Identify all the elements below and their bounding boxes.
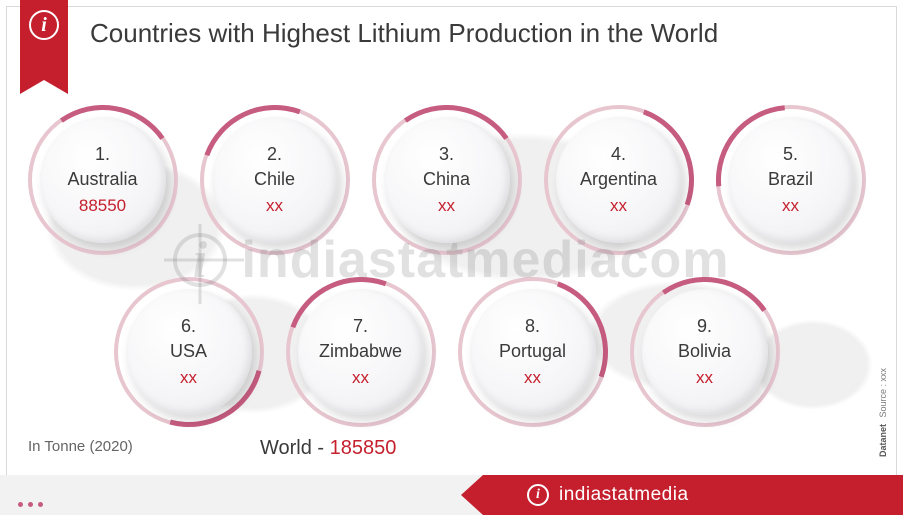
rank-label: 4. [611,144,626,165]
rank-label: 5. [783,144,798,165]
world-total: World - 185850 [260,437,396,460]
value-label: xx [696,368,713,388]
rank-label: 8. [525,316,540,337]
country-node: 3. China xx [372,105,522,255]
rank-label: 7. [353,316,368,337]
value-label: xx [266,196,283,216]
country-label: Argentina [580,169,657,190]
country-node: 5. Brazil xx [716,105,866,255]
source-side: Source : xxx Datanet [877,368,889,457]
country-label: USA [170,341,207,362]
rank-label: 2. [267,144,282,165]
unit-note: In Tonne (2020) [28,438,133,455]
country-node: 6. USA xx [114,277,264,427]
country-label: Chile [254,169,295,190]
rank-label: 9. [697,316,712,337]
value-label: xx [524,368,541,388]
country-label: Australia [67,169,137,190]
brand-info-icon: i [527,484,549,506]
country-label: Portugal [499,341,566,362]
country-node: 1. Australia 88550 [28,105,178,255]
value-label: xx [782,196,799,216]
footer-bar: i indiastatmedia [0,475,903,515]
world-value: 185850 [330,437,397,459]
country-node: 9. Bolivia xx [630,277,780,427]
country-node: 4. Argentina xx [544,105,694,255]
country-label: Bolivia [678,341,731,362]
country-label: China [423,169,470,190]
country-nodes: 1. Australia 88550 2. Chile xx 3. China xx 4. Arge… [30,105,863,427]
source-text: Source : xxx [878,368,888,418]
world-label: World - [260,437,324,459]
info-icon: i [29,10,59,40]
rank-label: 1. [95,144,110,165]
rank-label: 3. [439,144,454,165]
country-label: Brazil [768,169,813,190]
rank-label: 6. [181,316,196,337]
brand-pill: i indiastatmedia [483,475,903,515]
dots-icon [18,502,43,507]
brand-text: indiastatmedia [559,484,689,506]
value-label: 88550 [79,196,126,216]
country-node: 8. Portugal xx [458,277,608,427]
value-label: xx [610,196,627,216]
country-node: 2. Chile xx [200,105,350,255]
value-label: xx [352,368,369,388]
header-ribbon: i [20,0,68,80]
value-label: xx [180,368,197,388]
datanet-text: Datanet [878,424,888,457]
page-title: Countries with Highest Lithium Productio… [90,18,883,49]
country-label: Zimbabwe [319,341,402,362]
country-node: 7. Zimbabwe xx [286,277,436,427]
value-label: xx [438,196,455,216]
